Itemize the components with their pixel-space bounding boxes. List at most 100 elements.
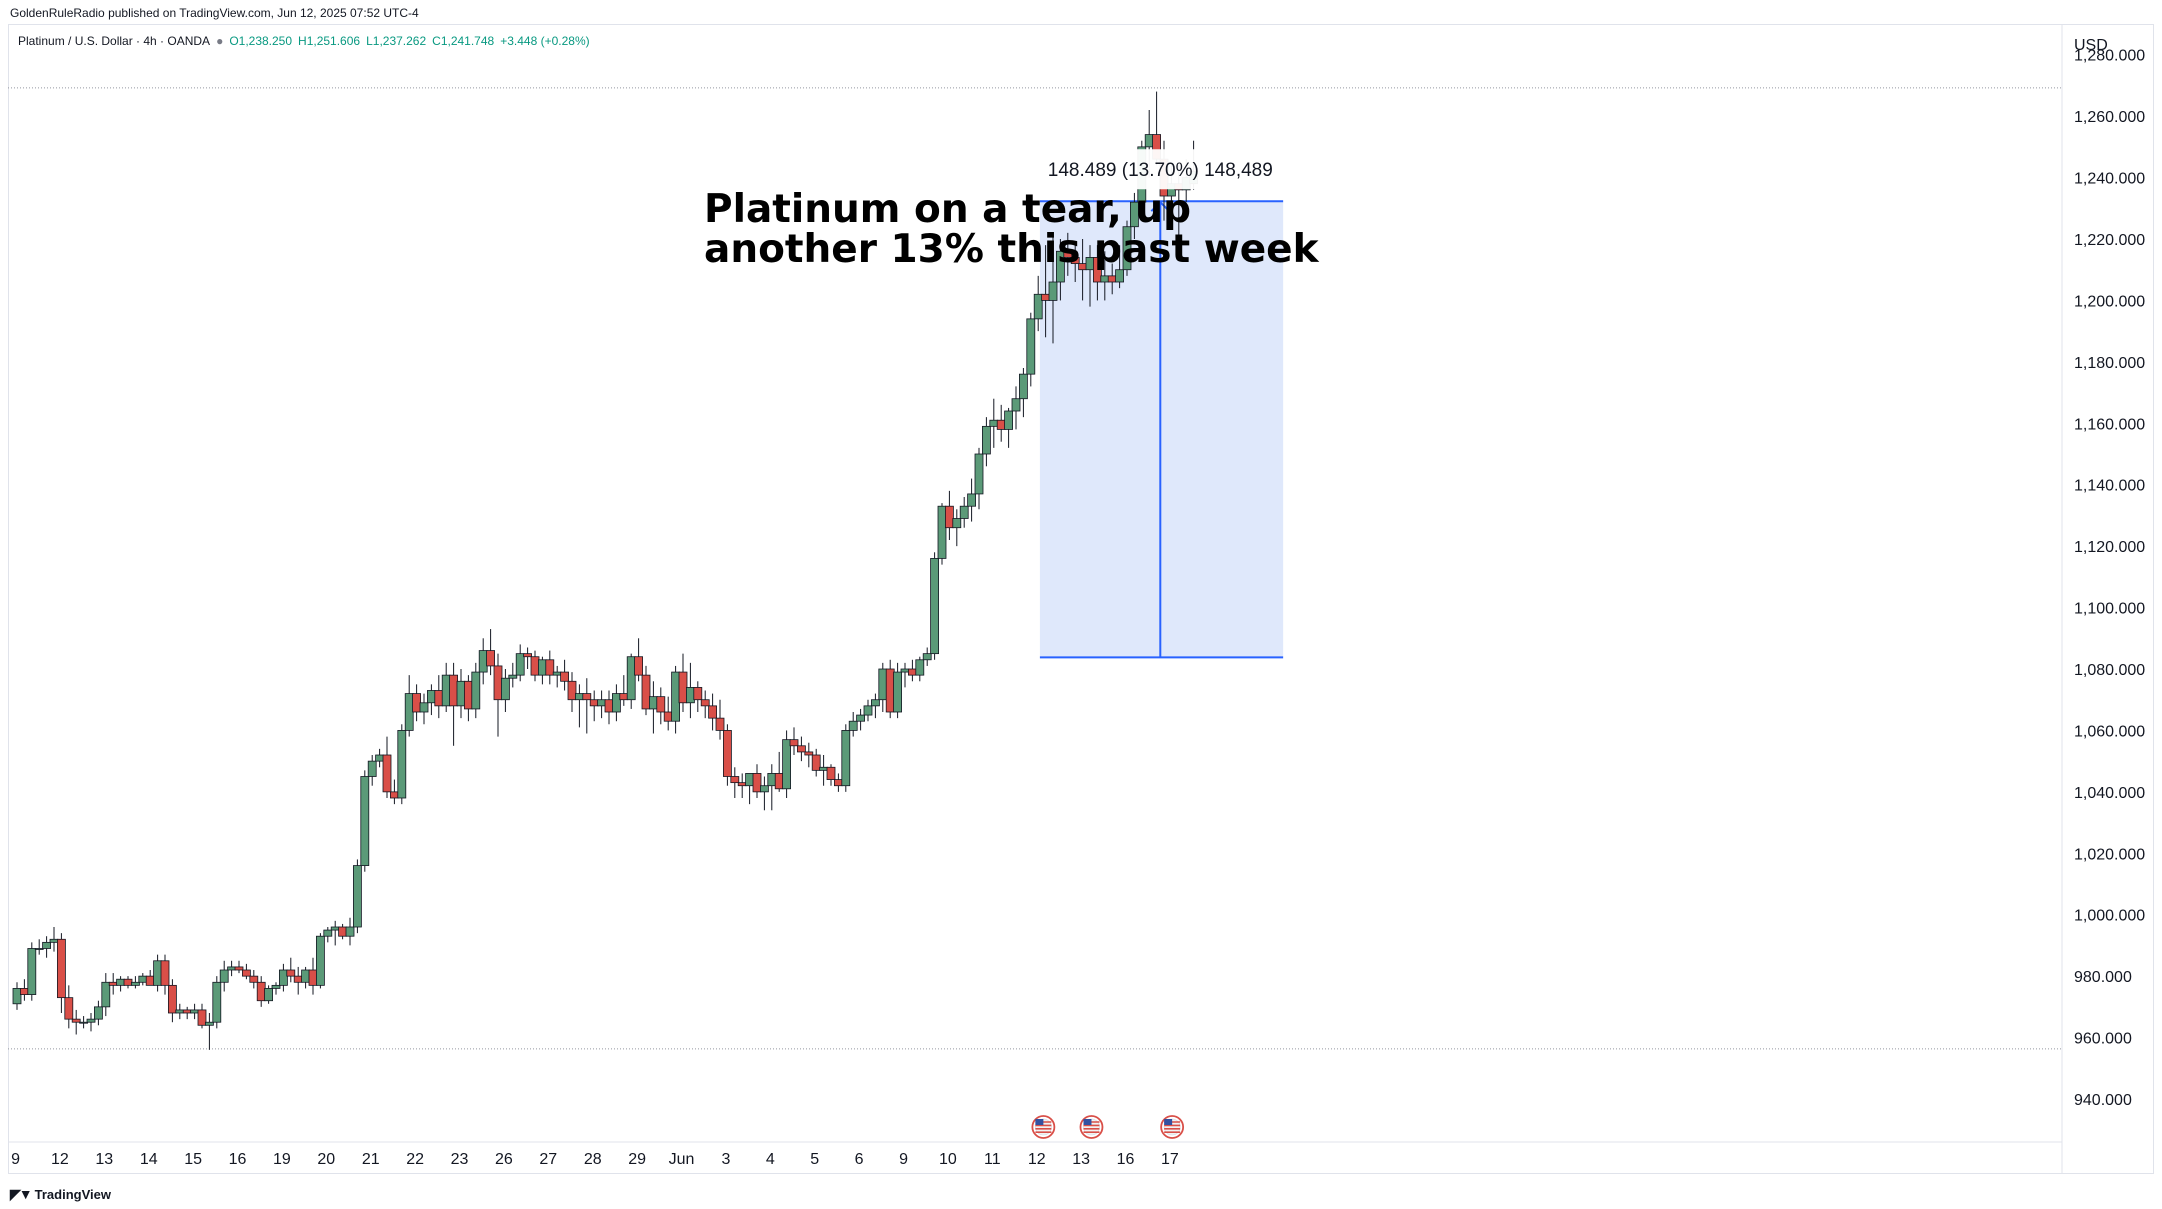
candle — [249, 970, 259, 989]
candle — [1019, 368, 1028, 418]
time-tick-label: 17 — [1161, 1151, 1179, 1168]
candle — [493, 653, 503, 737]
candle — [79, 1016, 88, 1029]
candle — [500, 669, 510, 712]
candle — [1026, 312, 1036, 387]
candle — [789, 727, 799, 755]
time-tick-label: 5 — [810, 1151, 819, 1168]
price-tick-label: 1,120.000 — [2074, 539, 2145, 556]
candle — [989, 398, 999, 448]
candle — [782, 730, 791, 798]
chart-frame — [8, 24, 2154, 1174]
price-tick-label: 960.000 — [2074, 1031, 2132, 1048]
candle — [1033, 275, 1043, 332]
candle — [382, 736, 392, 798]
price-tick-label: 1,100.000 — [2074, 601, 2145, 618]
time-tick-label: 12 — [51, 1151, 69, 1168]
time-tick-label: 22 — [406, 1151, 424, 1168]
candle — [175, 1003, 185, 1020]
time-tick-label: 11 — [984, 1151, 1001, 1168]
candle — [49, 927, 59, 952]
economic-event-flag-icon[interactable] — [1031, 1115, 1056, 1139]
measure-label: 148.489 (13.70%) 148,489 — [1048, 160, 1273, 181]
time-tick-label: 4 — [766, 1151, 775, 1168]
time-tick-label: 10 — [939, 1151, 957, 1168]
candle — [797, 736, 806, 762]
candle — [1122, 220, 1132, 276]
candle — [486, 629, 496, 676]
candle — [345, 917, 355, 946]
candle — [819, 755, 828, 786]
candle — [434, 675, 444, 719]
candle — [212, 976, 222, 1029]
candle — [982, 417, 991, 467]
time-tick-label: 29 — [628, 1151, 646, 1168]
price-tick-label: 980.000 — [2074, 969, 2132, 986]
candle — [116, 976, 125, 992]
currency-label[interactable]: USD — [2074, 37, 2108, 54]
time-tick-label: 6 — [855, 1151, 864, 1168]
candle — [930, 552, 939, 660]
candle — [145, 970, 155, 986]
candle — [515, 644, 525, 682]
legend-low: L1,237.262 — [366, 34, 427, 48]
time-tick-label: 26 — [495, 1151, 513, 1168]
time-tick-label: 28 — [584, 1151, 602, 1168]
candle — [241, 963, 251, 980]
candle — [900, 662, 910, 688]
candle — [508, 662, 518, 688]
symbol-name[interactable]: Platinum / U.S. Dollar · 4h · OANDA — [18, 34, 211, 48]
candle — [256, 976, 266, 1007]
candle — [130, 976, 140, 989]
candle — [197, 1003, 207, 1029]
candle — [686, 662, 695, 719]
candle — [412, 684, 422, 722]
candle — [737, 773, 747, 798]
time-tick-label: 12 — [1028, 1151, 1046, 1168]
candle — [101, 973, 111, 1017]
candle — [552, 665, 562, 688]
price-tick-label: 1,040.000 — [2074, 785, 2145, 802]
time-tick-label: 21 — [362, 1151, 380, 1168]
economic-event-flag-icon[interactable] — [1160, 1115, 1185, 1139]
time-tick-label: 14 — [140, 1151, 158, 1168]
candle — [885, 659, 895, 719]
candle — [774, 751, 784, 792]
candle — [323, 927, 333, 943]
tradingview-logo[interactable]: ◤▼ TradingView — [10, 1186, 111, 1203]
candle — [959, 497, 969, 528]
tradingview-logo-text: TradingView — [34, 1187, 111, 1202]
measure-box[interactable] — [1039, 201, 1284, 658]
time-axis[interactable]: 9 12 13 14 15 16 19 20 21 22 23 26 27 28 29 Jun 3 4 5 6 9 10 1… — [11, 1151, 1179, 1168]
candle — [441, 662, 451, 712]
candle — [656, 687, 666, 725]
candle — [42, 936, 51, 958]
candle — [12, 982, 22, 1010]
market-status-dot: ● — [216, 34, 224, 48]
candle — [1115, 245, 1124, 289]
time-tick-label: 23 — [451, 1151, 469, 1168]
candle — [678, 653, 688, 712]
candle — [153, 954, 163, 992]
candle — [826, 764, 836, 786]
price-tick-label: 1,220.000 — [2074, 232, 2145, 249]
candle — [308, 957, 318, 995]
candle — [234, 960, 244, 974]
candle — [138, 973, 148, 986]
candle — [1063, 232, 1073, 276]
candle — [604, 690, 614, 725]
symbol-legend[interactable]: Platinum / U.S. Dollar · 4h · OANDA ● O1… — [18, 34, 590, 48]
candle — [671, 665, 680, 734]
candle — [204, 1013, 214, 1050]
candle — [530, 650, 540, 682]
time-tick-label: 16 — [1117, 1151, 1135, 1168]
economic-event-flag-icon[interactable] — [1079, 1115, 1104, 1139]
candle — [952, 509, 962, 547]
candle — [967, 478, 976, 522]
candle — [767, 764, 777, 811]
candle — [167, 979, 177, 1023]
candle — [1093, 245, 1102, 301]
candle — [974, 447, 984, 510]
price-axis[interactable]: 1,280.000 1,260.000 1,240.000 1,220.000 1,20… — [2074, 48, 2145, 1109]
